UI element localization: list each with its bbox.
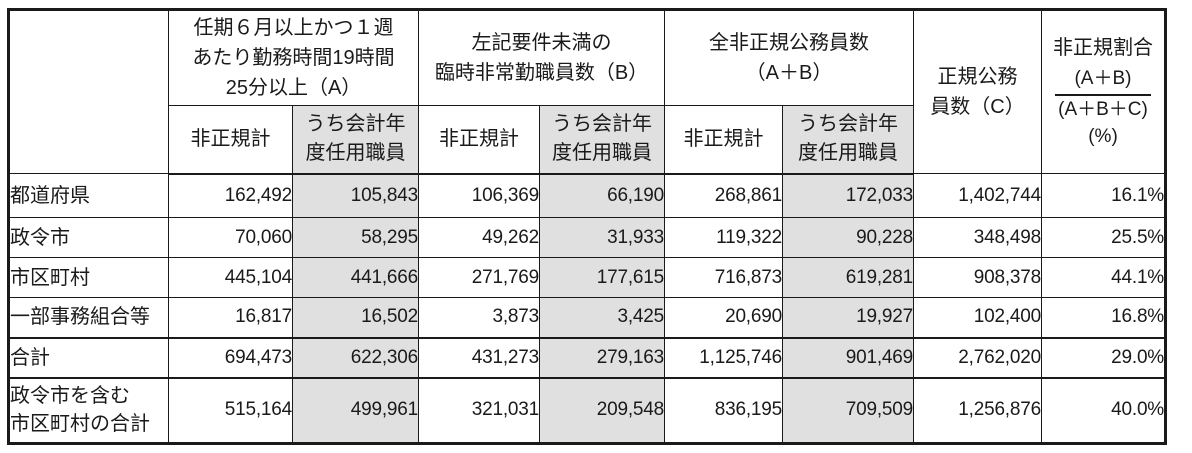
data-cell: 348,498 [913,217,1042,258]
ratio-title: 非正規割合 [1053,36,1153,59]
data-cell: 499,961 [292,376,419,444]
ratio-cell: 44.1% [1041,257,1166,298]
table-row-total: 合計 694,473 622,306 431,273 279,163 1,125… [8,336,1166,378]
data-cell: 3,425 [539,297,665,338]
table-row-prefectures: 都道府県 162,492 105,843 106,369 66,190 268,… [8,173,1166,218]
subheader-fiscal-year-appointee: うち会計年 度任用職員 [292,105,419,175]
data-cell: 66,190 [539,173,665,218]
data-cell: 1,256,876 [913,376,1042,444]
data-cell: 441,666 [292,257,419,298]
data-cell: 105,843 [292,173,419,218]
data-cell: 31,933 [539,217,665,258]
data-cell: 2,762,020 [913,336,1042,378]
nonregular-public-employees-table: 任期６月以上かつ１週 あたり勤務時間19時間 25分以上（A） 左記要件未満の … [7,8,1167,445]
data-cell: 119,322 [664,217,783,258]
data-cell: 162,492 [168,173,293,218]
ratio-cell: 25.5% [1041,217,1166,258]
table-row-partial-affairs-associations: 一部事務組合等 16,817 16,502 3,873 3,425 20,690… [8,297,1166,338]
header-regular-employees-c: 正規公務 員数（C） [913,9,1042,174]
row-label: 政令市 [8,217,169,258]
data-cell: 619,281 [782,257,914,298]
data-cell: 694,473 [168,336,293,378]
data-cell: 20,690 [664,297,783,338]
data-cell: 49,262 [418,217,540,258]
data-cell: 106,369 [418,173,540,218]
table-row-municipalities-incl-designated-cities-total: 政令市を含む 市区町村の合計 515,164 499,961 321,031 2… [8,376,1166,444]
subheader-nonregular-total: 非正規計 [664,105,783,175]
data-cell: 709,509 [782,376,914,444]
data-cell: 279,163 [539,336,665,378]
ratio-cell: 29.0% [1041,336,1166,378]
data-cell: 3,873 [418,297,540,338]
ratio-numerator: (A＋B) [1055,66,1151,96]
data-cell: 321,031 [418,376,540,444]
subheader-fiscal-year-appointee: うち会計年 度任用職員 [539,105,665,175]
data-cell: 177,615 [539,257,665,298]
group-header-requirement-a: 任期６月以上かつ１週 あたり勤務時間19時間 25分以上（A） [168,9,419,106]
subheader-fiscal-year-appointee: うち会計年 度任用職員 [782,105,914,175]
ratio-cell: 16.8% [1041,297,1166,338]
row-label: 一部事務組合等 [8,297,169,338]
row-label: 都道府県 [8,173,169,218]
data-cell: 836,195 [664,376,783,444]
header-nonregular-ratio: 非正規割合 (A＋B) (A＋B＋C) (%) [1041,9,1166,174]
data-cell: 16,502 [292,297,419,338]
data-cell: 90,228 [782,217,914,258]
data-cell: 431,273 [418,336,540,378]
subheader-nonregular-total: 非正規計 [168,105,293,175]
data-cell: 19,927 [782,297,914,338]
data-cell: 445,104 [168,257,293,298]
data-cell: 622,306 [292,336,419,378]
data-cell: 209,548 [539,376,665,444]
data-cell: 908,378 [913,257,1042,298]
data-cell: 515,164 [168,376,293,444]
group-header-temporary-b: 左記要件未満の 臨時非常勤職員数（B） [418,9,665,106]
data-cell: 70,060 [168,217,293,258]
table-row-municipalities: 市区町村 445,104 441,666 271,769 177,615 716… [8,257,1166,298]
ratio-cell: 16.1% [1041,173,1166,218]
corner-cell [8,9,169,174]
data-cell: 16,817 [168,297,293,338]
data-cell: 1,125,746 [664,336,783,378]
subheader-nonregular-total: 非正規計 [418,105,540,175]
data-cell: 901,469 [782,336,914,378]
data-cell: 716,873 [664,257,783,298]
row-label: 政令市を含む 市区町村の合計 [8,376,169,444]
data-cell: 58,295 [292,217,419,258]
group-header-all-nonregular-ab: 全非正規公務員数 （A＋B） [664,9,914,106]
row-label: 合計 [8,336,169,378]
ratio-fraction: (A＋B) (A＋B＋C) [1055,66,1151,123]
ratio-formula: 非正規割合 (A＋B) (A＋B＋C) (%) [1043,35,1165,150]
ratio-denominator: (A＋B＋C) [1058,98,1148,120]
row-label: 市区町村 [8,257,169,298]
table-row-designated-cities: 政令市 70,060 58,295 49,262 31,933 119,322 … [8,217,1166,258]
data-cell: 102,400 [913,297,1042,338]
data-cell: 1,402,744 [913,173,1042,218]
ratio-unit: (%) [1088,125,1118,147]
data-cell: 172,033 [782,173,914,218]
data-cell: 268,861 [664,173,783,218]
ratio-cell: 40.0% [1041,376,1166,444]
data-cell: 271,769 [418,257,540,298]
